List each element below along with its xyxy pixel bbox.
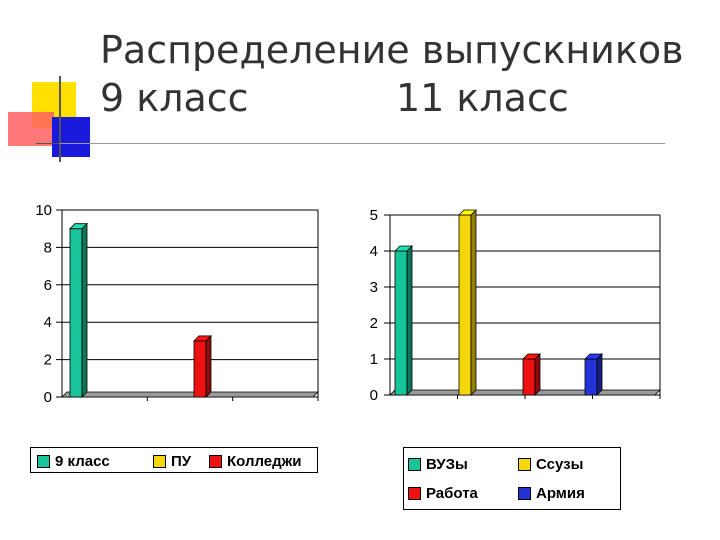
y-tick-label: 4 — [370, 243, 378, 260]
legend-swatch — [518, 458, 531, 471]
legend-swatch — [37, 455, 50, 468]
bar-front — [584, 358, 598, 396]
decor-blue-square — [52, 117, 90, 157]
bar-side — [406, 245, 413, 396]
legend-swatch — [518, 487, 531, 500]
slide-title: Распределение выпускников 9 класс 11 клас… — [100, 26, 683, 122]
bar-top — [193, 335, 212, 342]
legend-label: ПУ — [171, 453, 192, 470]
legend-item: Работа — [408, 485, 478, 502]
bar-side — [205, 334, 212, 398]
legend-item: ВУЗы — [408, 456, 468, 473]
title-line-1: Распределение выпускников — [100, 28, 684, 72]
y-tick-label: 2 — [44, 352, 52, 369]
bar-front — [522, 358, 536, 396]
bar-side — [596, 353, 603, 396]
bar-top — [69, 223, 88, 230]
legend-swatch — [408, 487, 421, 500]
y-tick-label: 3 — [370, 279, 378, 296]
chart-1: 0 2 4 6 8 10 — [35, 202, 319, 406]
bar-top — [394, 245, 413, 252]
bar-top — [584, 353, 603, 360]
legend-item: ПУ — [153, 453, 191, 470]
decor-red-square — [8, 112, 54, 146]
bar-side — [81, 222, 88, 398]
legend-swatch — [408, 458, 421, 471]
legend-swatch — [209, 455, 222, 468]
bar-front — [193, 340, 207, 398]
y-tick-label: 5 — [370, 207, 378, 224]
legend-label: Армия — [536, 485, 585, 502]
legend-item: Колледжи — [209, 453, 302, 470]
y-tick-label: 2 — [370, 315, 378, 332]
y-tick-label: 0 — [370, 387, 378, 404]
title-line-2: 9 класс 11 класс — [100, 74, 683, 122]
legend-label: Ссузы — [536, 456, 584, 473]
bar-front — [458, 214, 472, 396]
y-tick-label: 8 — [44, 239, 52, 256]
legend-item: Ссузы — [518, 456, 583, 473]
bar-3 — [522, 353, 541, 396]
chart-2-legend: ВУЗы Ссузы Работа Армия — [403, 447, 621, 510]
chart-1-legend: 9 класс ПУ Колледжи — [30, 447, 318, 473]
bar-side — [470, 209, 477, 396]
legend-swatch — [153, 455, 166, 468]
decor-horizontal-line — [36, 143, 60, 144]
bar-front — [69, 228, 83, 398]
legend-label: Работа — [426, 485, 478, 502]
y-tick-label: 6 — [44, 277, 52, 294]
legend-item: 9 класс — [37, 453, 110, 470]
title-11-class: 11 класс — [396, 76, 569, 120]
bar-side — [534, 353, 541, 396]
bar-top — [522, 353, 541, 360]
title-9-class: 9 класс — [100, 76, 249, 120]
legend-item: Армия — [518, 485, 585, 502]
decor-vertical-line — [59, 76, 61, 162]
bar-4 — [584, 353, 603, 396]
legend-label: ВУЗы — [426, 456, 468, 473]
chart-2: 0 1 2 3 4 5 — [370, 207, 661, 404]
bar-top — [458, 209, 477, 216]
plot-floor — [61, 391, 319, 398]
bar-front — [394, 250, 408, 396]
y-tick-label: 4 — [44, 314, 52, 331]
y-tick-label: 1 — [370, 351, 378, 368]
bar-3 — [193, 334, 212, 398]
bar-1 — [394, 245, 413, 396]
legend-label: Колледжи — [227, 453, 302, 470]
title-underline — [60, 143, 665, 144]
y-tick-label: 10 — [35, 202, 52, 219]
y-tick-label: 0 — [44, 389, 52, 406]
legend-label: 9 класс — [55, 453, 110, 470]
bar-1 — [69, 222, 88, 398]
bar-2 — [458, 209, 477, 396]
